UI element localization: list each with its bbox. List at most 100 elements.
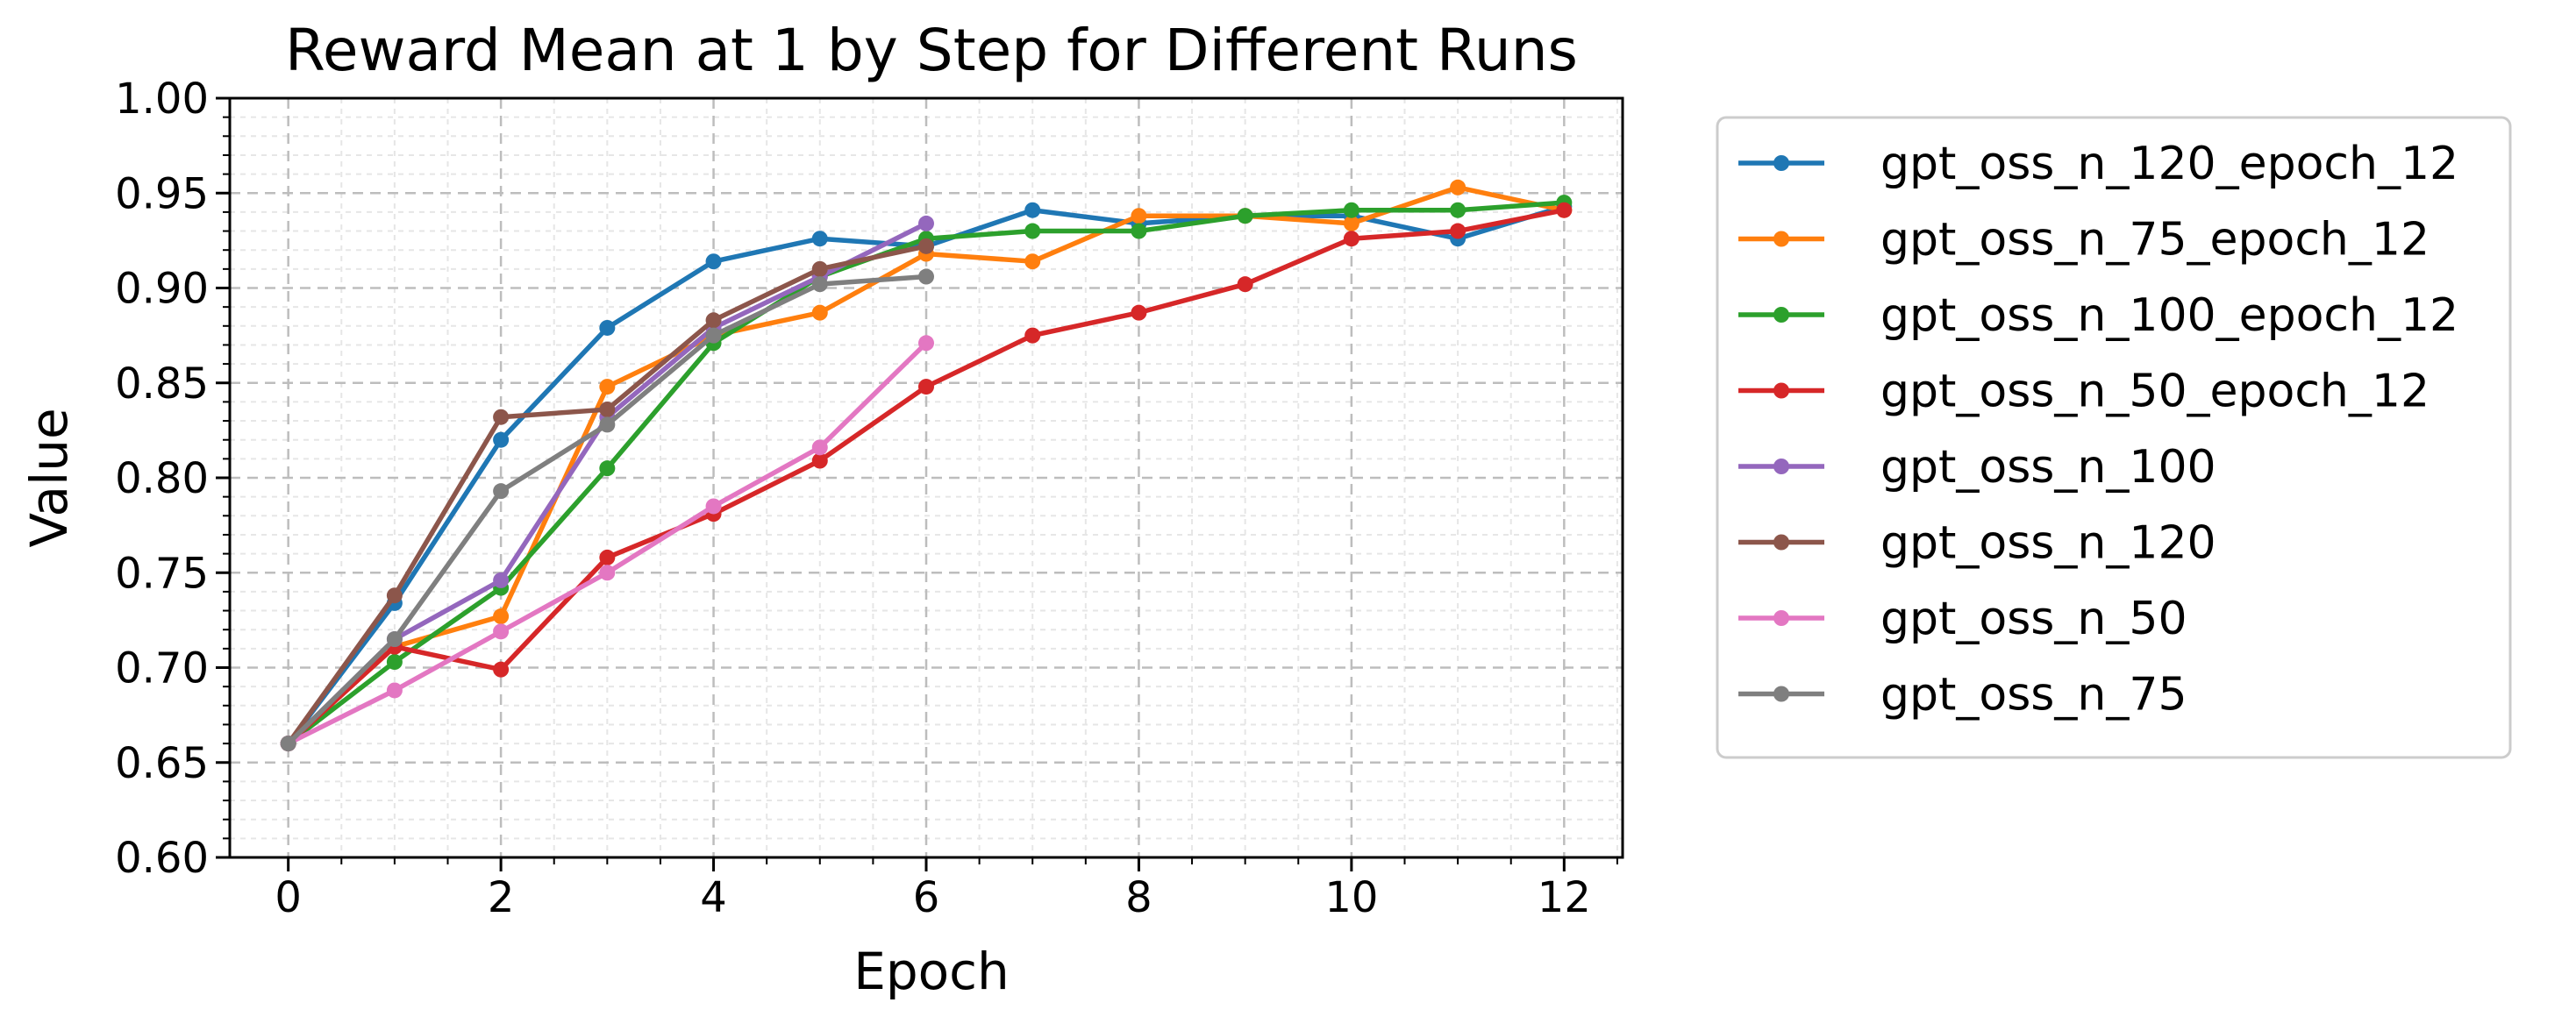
data-point: [811, 276, 828, 293]
data-point: [599, 565, 616, 581]
legend-swatch-marker: [1773, 610, 1789, 626]
y-tick-label: 0.70: [115, 644, 209, 693]
series-gpt_oss_n_120: [280, 238, 934, 752]
data-point: [918, 379, 934, 395]
legend-swatch-marker: [1773, 382, 1789, 399]
x-tick-label: 10: [1324, 873, 1378, 922]
data-point: [918, 238, 934, 254]
data-point: [1131, 304, 1147, 321]
x-tick-label: 2: [488, 873, 515, 922]
legend-swatch-marker: [1773, 459, 1789, 474]
legend-item: gpt_oss_n_75_epoch_12: [1738, 214, 2430, 267]
legend-label: gpt_oss_n_120: [1880, 517, 2216, 570]
data-point: [1343, 231, 1359, 247]
x-axis-title: Epoch: [853, 942, 1010, 1001]
data-point: [811, 304, 828, 321]
legend-label: gpt_oss_n_120_epoch_12: [1880, 138, 2458, 190]
y-tick-label: 1.00: [115, 75, 209, 124]
data-point: [811, 260, 828, 277]
legend-swatch-marker: [1773, 686, 1789, 702]
data-point: [386, 654, 403, 671]
data-point: [1556, 202, 1573, 218]
data-point: [1450, 179, 1466, 196]
data-point: [918, 335, 934, 352]
legend-item: gpt_oss_n_100: [1738, 441, 2216, 494]
y-tick-label: 0.90: [115, 265, 209, 314]
x-tick-label: 8: [1125, 873, 1152, 922]
legend-swatch-marker: [1773, 231, 1789, 247]
legend-item: gpt_oss_n_50: [1738, 593, 2187, 645]
data-point: [1237, 276, 1253, 293]
x-tick-label: 4: [700, 873, 727, 922]
series-gpt_oss_n_50: [280, 335, 934, 752]
legend-label: gpt_oss_n_50: [1880, 593, 2187, 645]
data-point: [493, 608, 510, 625]
legend-box: [1716, 116, 2512, 759]
data-point: [280, 736, 296, 752]
data-point: [493, 623, 510, 640]
data-point: [493, 661, 510, 678]
data-point: [1450, 223, 1466, 239]
y-tick-label: 0.65: [115, 739, 209, 788]
data-point: [1343, 215, 1359, 231]
data-point: [493, 409, 510, 425]
data-point: [493, 431, 510, 448]
y-tick-label: 0.85: [115, 359, 209, 409]
data-point: [705, 253, 722, 270]
data-point: [1024, 253, 1041, 270]
data-point: [599, 402, 616, 418]
data-point: [599, 319, 616, 336]
legend-swatch-marker: [1773, 534, 1789, 551]
legend-label: gpt_oss_n_100: [1880, 441, 2216, 494]
data-point: [1343, 202, 1359, 218]
data-point: [599, 549, 616, 565]
data-point: [811, 439, 828, 456]
legend-item: gpt_oss_n_50_epoch_12: [1738, 366, 2430, 418]
legend-swatch-marker: [1773, 155, 1789, 171]
series-lines: [280, 179, 1573, 752]
legend-swatch-marker: [1773, 307, 1789, 323]
data-point: [811, 452, 828, 469]
data-point: [493, 572, 510, 588]
data-point: [386, 631, 403, 648]
legend-label: gpt_oss_n_75_epoch_12: [1880, 214, 2430, 267]
data-point: [599, 460, 616, 477]
data-point: [599, 416, 616, 433]
data-point: [705, 498, 722, 515]
data-point: [705, 312, 722, 329]
y-tick-label: 0.75: [115, 549, 209, 598]
x-tick-label: 0: [275, 873, 302, 922]
y-tick-label: 0.95: [115, 169, 209, 218]
data-point: [1024, 202, 1041, 218]
legend: gpt_oss_n_120_epoch_12 gpt_oss_n_75_epoch…: [1716, 116, 2512, 759]
legend-item: gpt_oss_n_100_epoch_12: [1738, 289, 2458, 342]
data-point: [1024, 223, 1041, 239]
axis-ticks: 0 2 4 6 8 10 12 0.60 0.65 0.70 0.75 0.80 0.85 0.90 0.9…: [115, 75, 1618, 922]
data-point: [1237, 208, 1253, 224]
data-point: [1131, 208, 1147, 224]
y-tick-label: 0.60: [115, 834, 209, 883]
data-point: [386, 587, 403, 604]
legend-item: gpt_oss_n_120_epoch_12: [1738, 138, 2458, 190]
legend-item: gpt_oss_n_75: [1738, 669, 2187, 722]
data-point: [918, 268, 934, 285]
legend-label: gpt_oss_n_50_epoch_12: [1880, 366, 2430, 418]
x-tick-label: 6: [913, 873, 940, 922]
y-axis-title: Value: [19, 408, 79, 547]
data-point: [1024, 327, 1041, 344]
data-point: [918, 215, 934, 231]
data-point: [599, 379, 616, 395]
data-point: [1131, 223, 1147, 239]
x-tick-label: 12: [1538, 873, 1591, 922]
y-tick-label: 0.80: [115, 454, 209, 503]
legend-label: gpt_oss_n_75: [1880, 669, 2187, 722]
data-point: [705, 327, 722, 344]
series-gpt_oss_n_75: [280, 268, 934, 752]
data-point: [493, 483, 510, 500]
chart-title: Reward Mean at 1 by Step for Different R…: [285, 17, 1578, 84]
data-point: [811, 231, 828, 247]
legend-label: gpt_oss_n_100_epoch_12: [1880, 289, 2458, 342]
legend-item: gpt_oss_n_120: [1738, 517, 2216, 570]
data-point: [386, 682, 403, 699]
